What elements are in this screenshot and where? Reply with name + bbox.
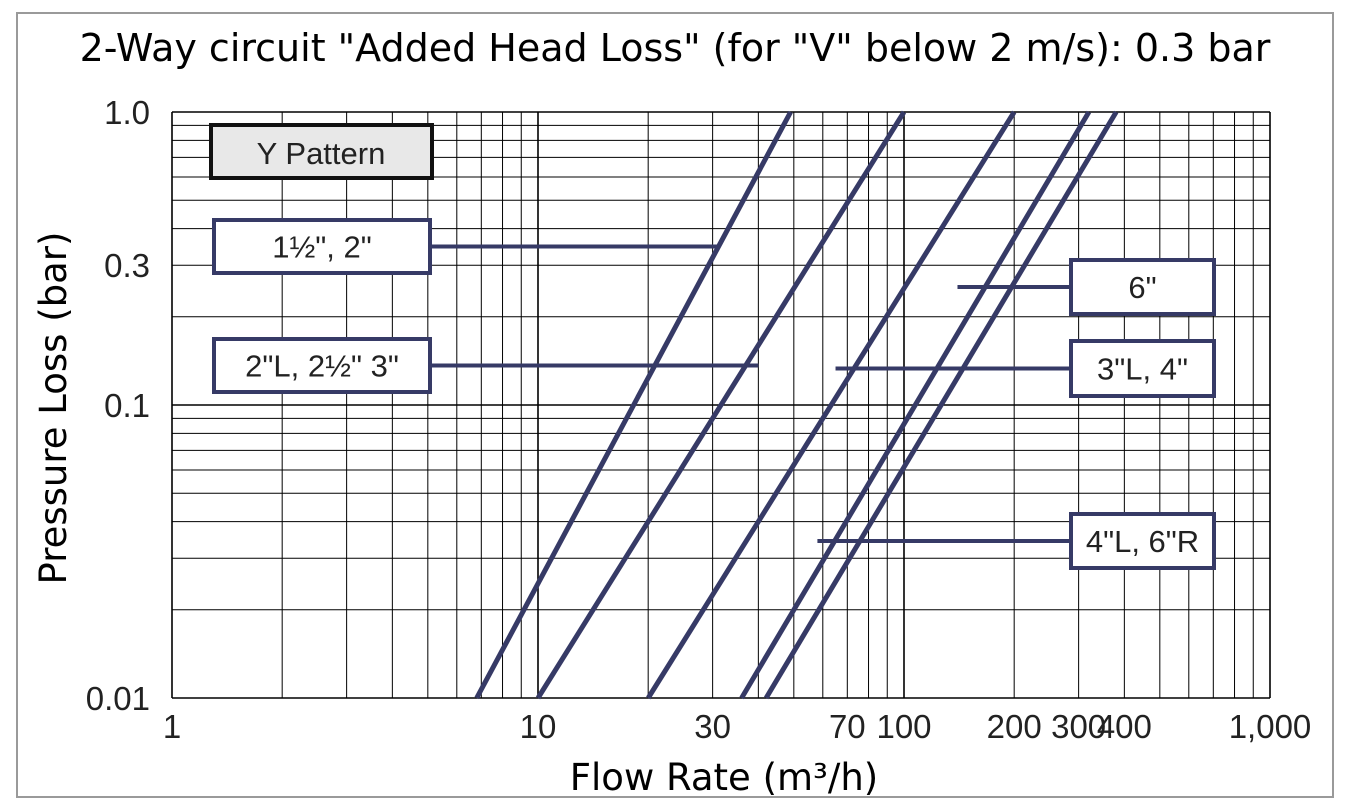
y-tick-label: 0.1 xyxy=(104,387,150,424)
series-line xyxy=(763,110,1119,700)
series-label: 3"L, 4" xyxy=(1097,352,1188,387)
x-tick-label: 1,000 xyxy=(1229,708,1312,745)
series-label-box xyxy=(1069,339,1216,398)
series-label: 1½", 2" xyxy=(272,230,372,265)
series-label: 2"L, 2½" 3" xyxy=(245,349,399,384)
chart-title: 2-Way circuit "Added Head Loss" (for "V"… xyxy=(79,26,1271,70)
y-tick-label: 1.0 xyxy=(104,94,150,131)
series-label-box xyxy=(212,337,432,394)
series-line xyxy=(535,110,907,700)
x-tick-label: 10 xyxy=(520,708,557,745)
series-labels: Y Pattern 1½", 2" 2"L, 2½" 3" 3"L, 4" 4"L, 6… xyxy=(209,123,1216,570)
series-label-box xyxy=(212,218,432,275)
x-tick-label: 30 xyxy=(694,708,731,745)
x-tick-label: 300 xyxy=(1051,708,1106,745)
y-tick-label: 0.3 xyxy=(104,247,150,284)
series-label: 6" xyxy=(1128,270,1156,305)
legend-box-label: Y Pattern xyxy=(257,136,386,171)
x-axis-label: Flow Rate (m³/h) xyxy=(570,756,878,799)
x-tick-label: 100 xyxy=(876,708,931,745)
x-tick-label: 200 xyxy=(987,708,1042,745)
y-axis-label: Pressure Loss (bar) xyxy=(32,232,75,585)
series-line xyxy=(739,110,1092,700)
series-label-box xyxy=(1069,512,1216,570)
series-layer xyxy=(474,110,1119,700)
legend-box xyxy=(209,123,434,180)
series-label: 4"L, 6"R xyxy=(1086,524,1199,559)
y-tick-label: 0.01 xyxy=(86,680,150,717)
series-line xyxy=(646,110,1017,700)
x-tick-label: 1 xyxy=(163,708,181,745)
x-tick-label: 400 xyxy=(1097,708,1152,745)
series-line xyxy=(474,110,793,700)
x-tick-label: 70 xyxy=(829,708,866,745)
series-label-box xyxy=(1069,258,1216,316)
